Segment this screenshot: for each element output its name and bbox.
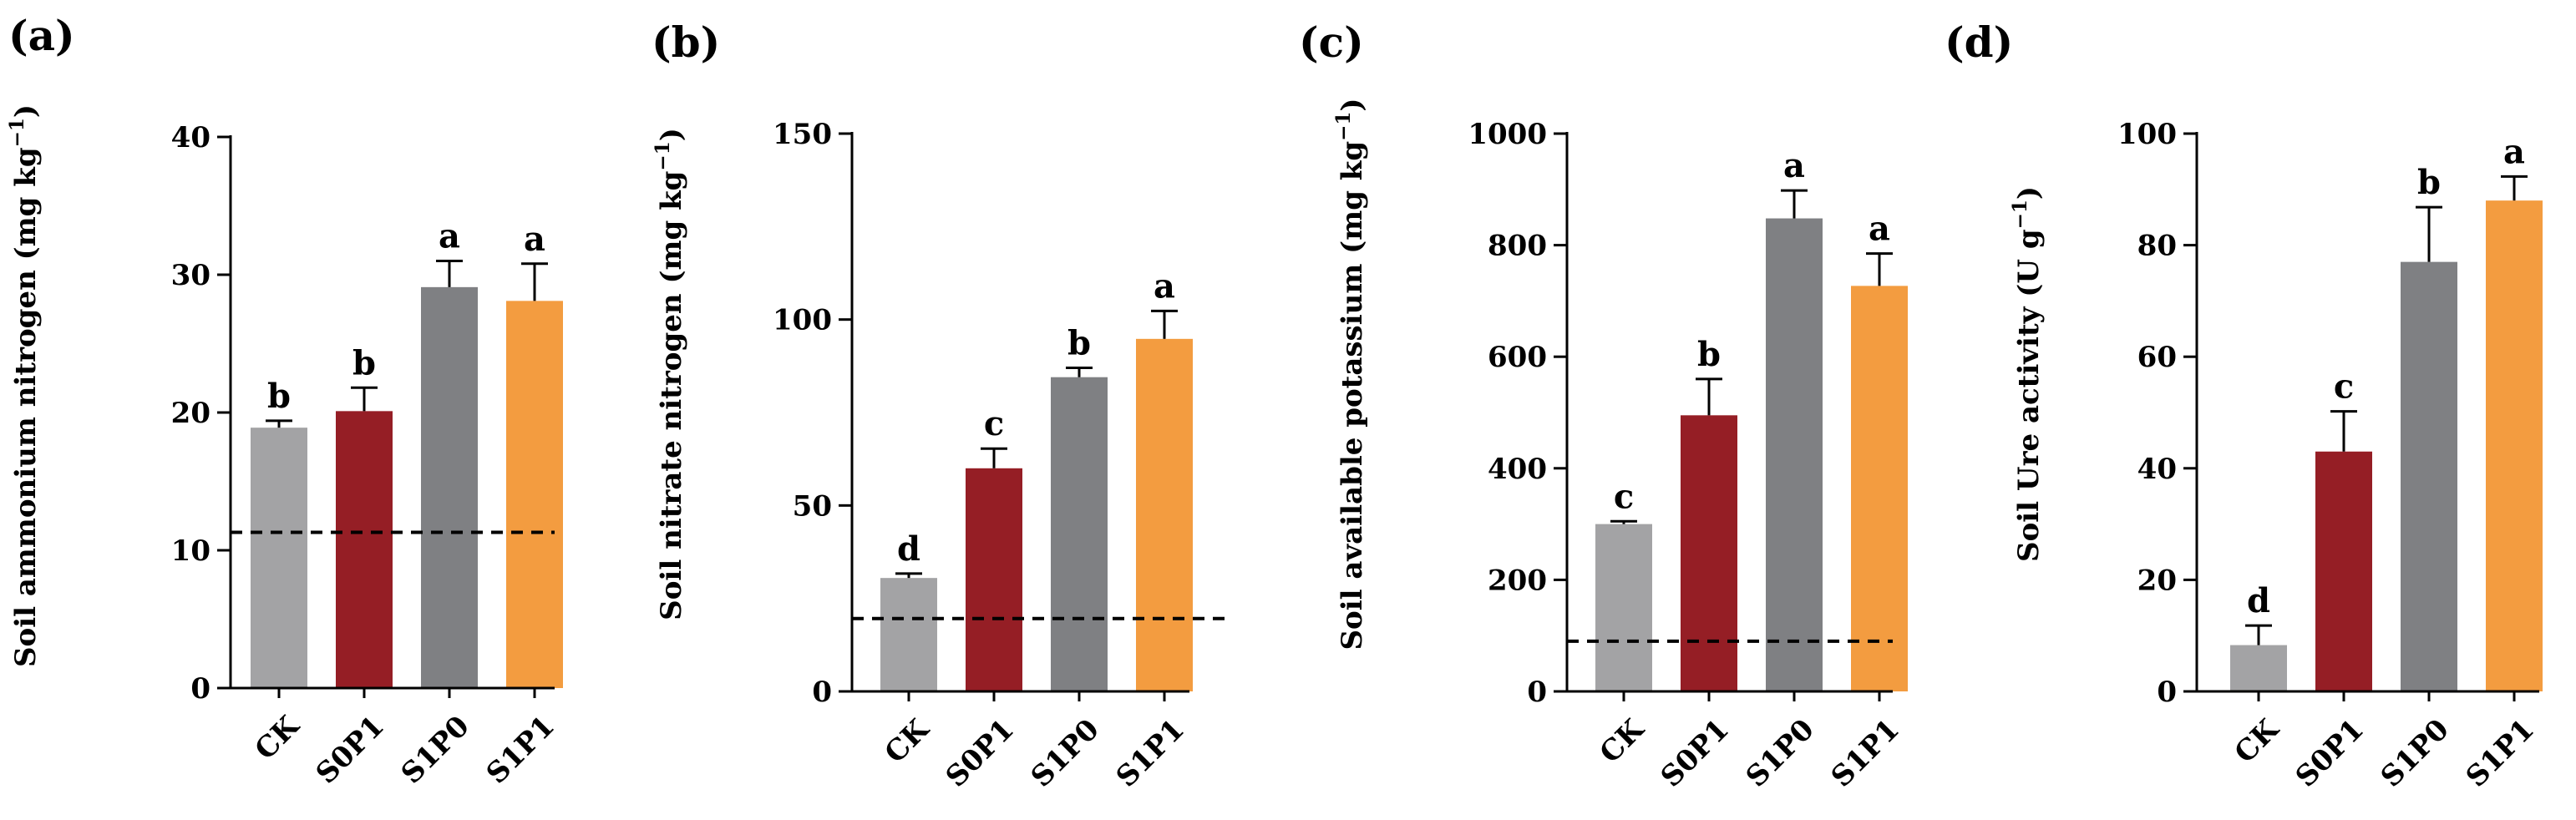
x-tick-label: S1P1 (480, 710, 561, 791)
panel-a: (a) Soil ammonium nitrogen (mg kg−1) b CK… (6, 11, 563, 791)
y-axis-label-sup: −1 (1332, 112, 1355, 141)
y-tick-label: 400 (1488, 453, 1547, 486)
significance-letter: b (1697, 335, 1721, 374)
x-tick-label: S1P0 (1025, 713, 1106, 794)
y-tick-label: 600 (1488, 341, 1547, 374)
y-axis-label-main: Soil nitrate nitrogen (mg kg (655, 171, 688, 620)
panel-label: (d) (1945, 18, 2013, 67)
significance-letter: a (1154, 266, 1175, 306)
significance-letter: a (1783, 146, 1805, 185)
bar-s1p0 (1766, 218, 1823, 691)
bar-s1p0 (1051, 377, 1108, 691)
y-axis-label-main: Soil available potassium (mg kg (1336, 141, 1369, 650)
x-tick-label: S1P1 (1110, 713, 1191, 794)
x-tick-label: CK (879, 712, 936, 770)
x-tick-label: S1P0 (395, 710, 476, 791)
x-tick-label: S1P1 (2460, 713, 2541, 794)
y-axis-label: Soil ammonium nitrogen (mg kg−1) (6, 104, 43, 667)
y-tick-label: 0 (1527, 676, 1547, 709)
significance-letter: c (984, 404, 1004, 443)
x-tick-label: CK (249, 709, 307, 767)
y-tick-label: 60 (2137, 341, 2177, 374)
y-axis-label-close: ) (1336, 98, 1369, 111)
x-tick-label: S0P1 (2289, 713, 2371, 794)
y-axis-label-close: ) (655, 128, 688, 141)
x-tick-label: S1P1 (1825, 713, 1906, 794)
y-axis-label-main: Soil ammonium nitrogen (mg kg (9, 147, 43, 667)
y-tick-label: 10 (171, 534, 210, 568)
y-axis-label-close: ) (2012, 186, 2046, 200)
y-tick-label: 20 (2137, 564, 2177, 597)
significance-letter: a (1869, 210, 1890, 249)
bar-s1p1 (1136, 338, 1193, 691)
y-axis-label-sup: −1 (652, 141, 674, 170)
y-tick-label: 150 (773, 118, 832, 151)
significance-letter: c (2334, 367, 2354, 407)
bar-s1p1 (506, 301, 563, 688)
significance-letter: a (524, 220, 545, 259)
y-axis-label-sup: −1 (2009, 200, 2031, 229)
panel-label: (a) (8, 11, 75, 60)
bar-s1p1 (1851, 286, 1908, 691)
y-tick-label: 0 (190, 672, 210, 706)
x-tick-label: S1P0 (2375, 713, 2456, 794)
significance-letter: c (1614, 477, 1634, 516)
panel-label: (c) (1299, 18, 1364, 67)
y-tick-label: 80 (2137, 230, 2177, 263)
y-tick-label: 0 (812, 676, 832, 709)
bar-s0p1 (336, 411, 393, 688)
bar-ck (1595, 524, 1652, 691)
x-tick-label: S0P1 (310, 710, 391, 791)
bar-ck (880, 578, 937, 691)
significance-letter: a (439, 217, 460, 256)
bar-s0p1 (966, 468, 1022, 691)
bar-s1p1 (2486, 200, 2543, 691)
bar-s1p0 (421, 286, 478, 688)
y-tick-label: 200 (1488, 564, 1547, 597)
significance-letter: a (2503, 132, 2525, 171)
significance-letter: b (352, 343, 376, 382)
y-axis-label: Soil available potassium (mg kg−1) (1332, 98, 1369, 650)
x-tick-label: CK (1594, 712, 1651, 770)
y-tick-label: 1000 (1468, 118, 1547, 151)
x-tick-label: S1P0 (1740, 713, 1821, 794)
significance-letter: b (2417, 163, 2441, 202)
bar-s0p1 (1681, 415, 1737, 691)
y-axis-label: Soil Ure activity (U g−1) (2009, 186, 2046, 562)
panel-c: (c) Soil available potassium (mg kg−1) c… (1299, 18, 1908, 794)
panel-d: (d) Soil Ure activity (U g−1) d CK c S0P1 b S… (1945, 18, 2543, 794)
bar-ck (251, 428, 307, 688)
x-tick-label: S0P1 (940, 713, 1021, 794)
significance-letter: d (897, 529, 920, 569)
y-tick-label: 50 (793, 489, 832, 523)
significance-letter: d (2247, 581, 2270, 620)
panel-label: (b) (652, 18, 720, 67)
y-tick-label: 30 (171, 259, 210, 292)
x-tick-label: S0P1 (1655, 713, 1736, 794)
bar-s0p1 (2315, 451, 2372, 691)
significance-letter: b (1067, 324, 1091, 363)
y-tick-label: 40 (171, 121, 210, 154)
y-tick-label: 20 (171, 397, 210, 430)
y-tick-label: 100 (2117, 118, 2177, 151)
bar-s1p0 (2401, 261, 2457, 691)
x-tick-label: CK (2229, 712, 2286, 770)
y-axis-label-main: Soil Ure activity (U g (2012, 229, 2046, 562)
y-axis-label-close: ) (9, 104, 43, 118)
y-tick-label: 800 (1488, 230, 1547, 263)
y-axis-label: Soil nitrate nitrogen (mg kg−1) (652, 128, 688, 620)
y-tick-label: 40 (2137, 453, 2177, 486)
panel-b: (b) Soil nitrate nitrogen (mg kg−1) d CK c… (652, 18, 1233, 794)
y-tick-label: 100 (773, 304, 832, 337)
y-axis-label-sup: −1 (6, 118, 28, 147)
significance-letter: b (267, 377, 291, 416)
bar-ck (2230, 645, 2287, 691)
y-tick-label: 0 (2157, 676, 2177, 709)
